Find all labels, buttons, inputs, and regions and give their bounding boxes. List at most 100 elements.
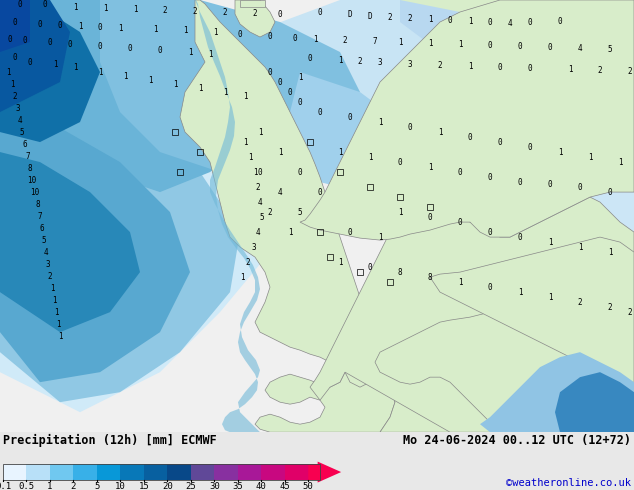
Text: 0: 0 bbox=[468, 133, 472, 142]
Text: 0: 0 bbox=[8, 34, 12, 44]
Text: 2: 2 bbox=[246, 258, 250, 267]
Text: 7: 7 bbox=[373, 37, 377, 46]
Polygon shape bbox=[0, 0, 634, 12]
Text: 2: 2 bbox=[163, 5, 167, 15]
Text: 4: 4 bbox=[256, 227, 261, 237]
Text: 3: 3 bbox=[408, 59, 412, 69]
Text: 1: 1 bbox=[368, 152, 372, 162]
Text: 0: 0 bbox=[293, 33, 297, 43]
Text: 1: 1 bbox=[398, 208, 403, 217]
Text: 2: 2 bbox=[71, 482, 76, 490]
Bar bbox=[144, 464, 167, 480]
Text: 3: 3 bbox=[378, 57, 382, 67]
Polygon shape bbox=[0, 0, 30, 52]
Text: 0: 0 bbox=[458, 168, 462, 176]
Polygon shape bbox=[300, 0, 634, 240]
Text: 6: 6 bbox=[23, 140, 27, 148]
Text: 0: 0 bbox=[558, 17, 562, 25]
Bar bbox=[397, 194, 403, 200]
Text: Mo 24-06-2024 00..12 UTC (12+72): Mo 24-06-2024 00..12 UTC (12+72) bbox=[403, 434, 631, 447]
Text: 0: 0 bbox=[268, 31, 273, 41]
Text: ©weatheronline.co.uk: ©weatheronline.co.uk bbox=[506, 478, 631, 488]
Text: 0: 0 bbox=[527, 18, 533, 26]
FancyArrow shape bbox=[308, 462, 341, 483]
Text: 0: 0 bbox=[498, 63, 502, 72]
Text: 2: 2 bbox=[387, 13, 392, 22]
Text: 1: 1 bbox=[133, 4, 138, 14]
Text: 1: 1 bbox=[278, 147, 282, 157]
Text: 1: 1 bbox=[78, 22, 82, 30]
Polygon shape bbox=[0, 0, 70, 112]
Text: 1: 1 bbox=[56, 319, 60, 329]
Bar bbox=[120, 464, 144, 480]
Text: 0: 0 bbox=[23, 35, 27, 45]
Text: 5: 5 bbox=[260, 213, 264, 221]
Text: 1: 1 bbox=[208, 49, 212, 58]
Text: 0: 0 bbox=[268, 68, 273, 76]
Text: 15: 15 bbox=[138, 482, 149, 490]
Text: 1: 1 bbox=[378, 118, 382, 126]
Text: 0: 0 bbox=[448, 16, 452, 24]
Text: 1: 1 bbox=[588, 152, 592, 162]
Text: 1: 1 bbox=[458, 40, 462, 49]
Text: 0: 0 bbox=[48, 38, 53, 47]
Text: 0: 0 bbox=[428, 213, 432, 221]
Polygon shape bbox=[0, 0, 320, 412]
Text: 0: 0 bbox=[548, 179, 552, 189]
Text: 8: 8 bbox=[28, 164, 32, 172]
Polygon shape bbox=[480, 352, 634, 432]
Bar bbox=[50, 464, 74, 480]
Text: 1: 1 bbox=[567, 65, 573, 74]
Text: 0: 0 bbox=[408, 122, 412, 131]
Text: 1: 1 bbox=[257, 127, 262, 137]
Text: 0: 0 bbox=[13, 18, 17, 26]
Text: 1: 1 bbox=[428, 15, 432, 24]
Bar bbox=[367, 184, 373, 190]
Polygon shape bbox=[310, 197, 634, 432]
Text: 5: 5 bbox=[94, 482, 100, 490]
Text: 1: 1 bbox=[223, 88, 228, 97]
Text: 0: 0 bbox=[488, 41, 493, 49]
Text: 1: 1 bbox=[378, 233, 382, 242]
Text: 5: 5 bbox=[298, 208, 302, 217]
Text: 2: 2 bbox=[598, 66, 602, 74]
Text: 1: 1 bbox=[73, 2, 77, 11]
Polygon shape bbox=[195, 0, 260, 432]
Text: 2: 2 bbox=[408, 14, 412, 23]
Bar bbox=[74, 464, 97, 480]
Text: 2: 2 bbox=[628, 308, 632, 317]
Text: 2: 2 bbox=[253, 8, 257, 18]
Text: 2: 2 bbox=[223, 7, 228, 17]
Text: 0.1: 0.1 bbox=[0, 482, 11, 490]
Polygon shape bbox=[460, 92, 634, 432]
Text: 0: 0 bbox=[298, 98, 302, 106]
Text: 0: 0 bbox=[347, 113, 353, 122]
Text: 1: 1 bbox=[313, 34, 317, 44]
Polygon shape bbox=[555, 372, 634, 432]
Text: 1: 1 bbox=[437, 127, 443, 137]
Text: 1: 1 bbox=[103, 3, 107, 13]
Text: 2: 2 bbox=[578, 297, 582, 307]
Text: 10: 10 bbox=[30, 188, 39, 196]
Text: 1: 1 bbox=[153, 24, 157, 33]
Text: 2: 2 bbox=[607, 303, 612, 312]
Bar bbox=[191, 464, 215, 480]
Text: 8: 8 bbox=[398, 268, 403, 277]
Bar bbox=[387, 279, 393, 285]
Text: 0: 0 bbox=[498, 138, 502, 147]
Text: 0: 0 bbox=[238, 29, 242, 39]
Text: 50: 50 bbox=[303, 482, 314, 490]
Text: 4: 4 bbox=[44, 247, 48, 257]
Text: 0: 0 bbox=[548, 43, 552, 51]
Text: 1: 1 bbox=[198, 83, 202, 93]
Text: 2: 2 bbox=[13, 92, 17, 100]
Text: 0: 0 bbox=[488, 283, 493, 292]
Text: 2: 2 bbox=[437, 61, 443, 70]
Bar bbox=[214, 464, 238, 480]
Text: 8: 8 bbox=[36, 199, 41, 209]
Text: 0: 0 bbox=[518, 233, 522, 242]
Bar bbox=[337, 169, 343, 175]
Text: 10: 10 bbox=[27, 175, 37, 185]
Text: 1: 1 bbox=[298, 73, 302, 81]
Text: 0: 0 bbox=[458, 218, 462, 226]
